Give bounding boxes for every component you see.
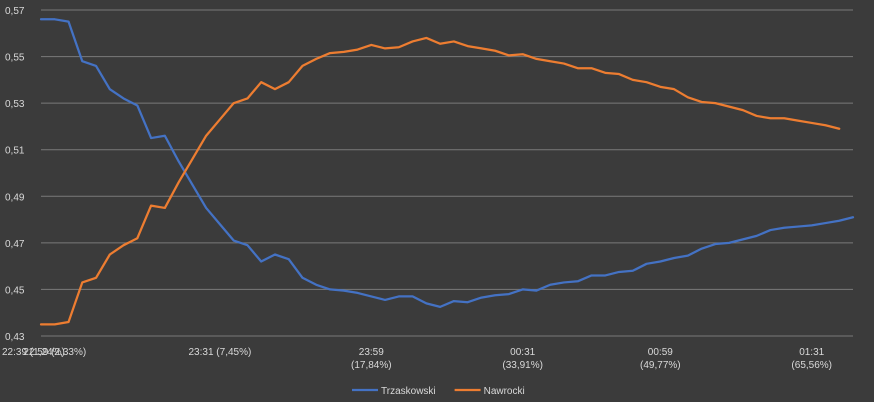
x-tick-label: 00:31 (33,91%) [502,347,543,371]
x-tick-label: 01:31 (65,56%) [791,347,832,371]
x-tick-label: 22:39 (1,24%) [2,347,65,358]
x-tick-label: 22:59 (2,33%) [23,347,86,358]
y-tick-label: 0,51 [5,146,25,157]
legend: Trzaskowski Nawrocki [352,386,525,397]
series-line-nawrocki [39,36,841,326]
x-tick-label: 23:31 (7,45%) [189,347,252,358]
series-line-trzaskowski [39,18,855,309]
series-lines [39,18,855,326]
y-tick-label: 0,47 [5,239,25,250]
legend-label: Nawrocki [484,386,525,397]
y-tick-label: 0,45 [5,285,25,296]
x-tick-label: 23:59 (17,84%) [351,347,392,371]
y-tick-label: 0,49 [5,192,25,203]
y-tick-label: 0,57 [5,6,25,17]
y-axis-ticks: 0,43 0,45 0,47 0,49 0,51 0,53 0,55 0,57 [5,6,25,343]
x-tick-label: 00:59 (49,77%) [640,347,681,371]
legend-label: Trzaskowski [381,386,436,397]
x-axis-ticks: 22:39 (1,24%)22:59 (2,33%) 23:31 (7,45%) 2… [2,347,832,371]
y-tick-label: 0,43 [5,332,25,343]
gridlines [41,9,853,337]
y-tick-label: 0,53 [5,99,25,110]
y-tick-label: 0,55 [5,53,25,64]
